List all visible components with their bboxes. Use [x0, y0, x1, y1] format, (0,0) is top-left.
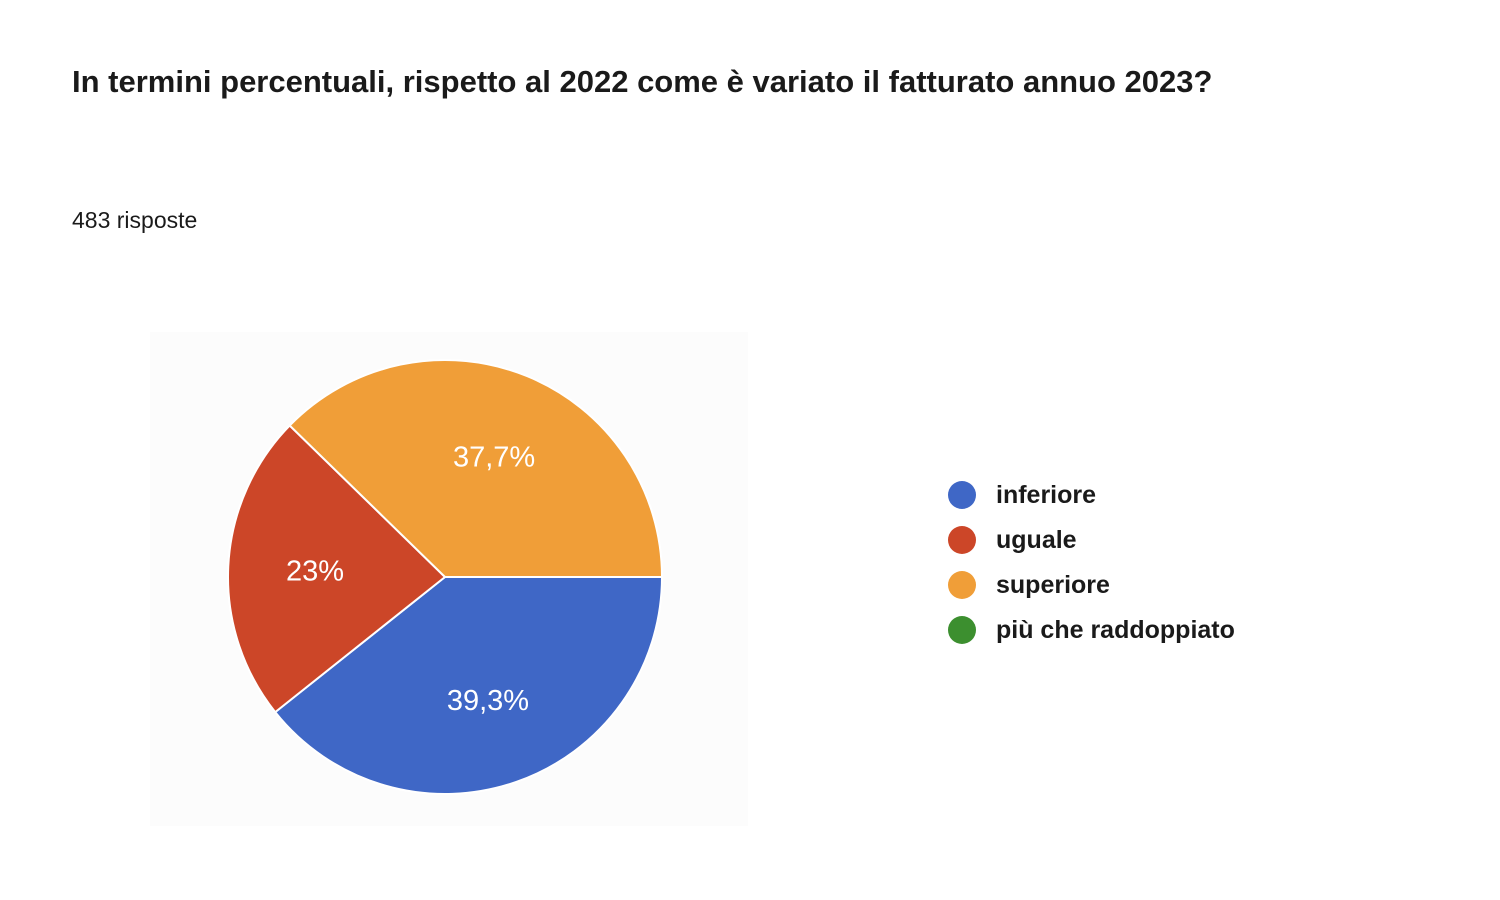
pie-chart: 39,3% 23% 37,7% [227, 359, 664, 795]
legend-item-inferiore[interactable]: inferiore [948, 480, 1096, 510]
legend-item-pi-che-raddoppiato[interactable]: più che raddoppiato [948, 615, 1235, 645]
legend-swatch [948, 616, 976, 644]
legend-label: uguale [996, 525, 1077, 554]
legend-swatch [948, 571, 976, 599]
legend-label: superiore [996, 570, 1110, 599]
pie-slice-uguale[interactable] [227, 424, 447, 714]
legend-label: inferiore [996, 480, 1097, 509]
responses-count: 483 risposte [72, 207, 198, 233]
slice-label-uguale: 23% [286, 555, 344, 587]
legend-label: più che raddoppiato [996, 615, 1235, 644]
chart-title: In termini percentuali, rispetto al 2022… [72, 64, 1213, 99]
slice-label-inferiore: 39,3% [447, 685, 529, 717]
legend: inferiore uguale superiore più che raddoppi… [918, 450, 1298, 680]
legend-swatch [948, 481, 976, 509]
chart-area: 39,3% 23% 37,7% [150, 332, 748, 826]
pie-slice-superiore[interactable] [288, 359, 664, 578]
legend-item-superiore[interactable]: superiore [948, 570, 1110, 600]
pie-slice-inferiore[interactable] [273, 576, 664, 795]
legend-swatch [948, 526, 976, 554]
legend-item-uguale[interactable]: uguale [948, 525, 1077, 555]
slice-label-superiore: 37,7% [453, 441, 535, 473]
